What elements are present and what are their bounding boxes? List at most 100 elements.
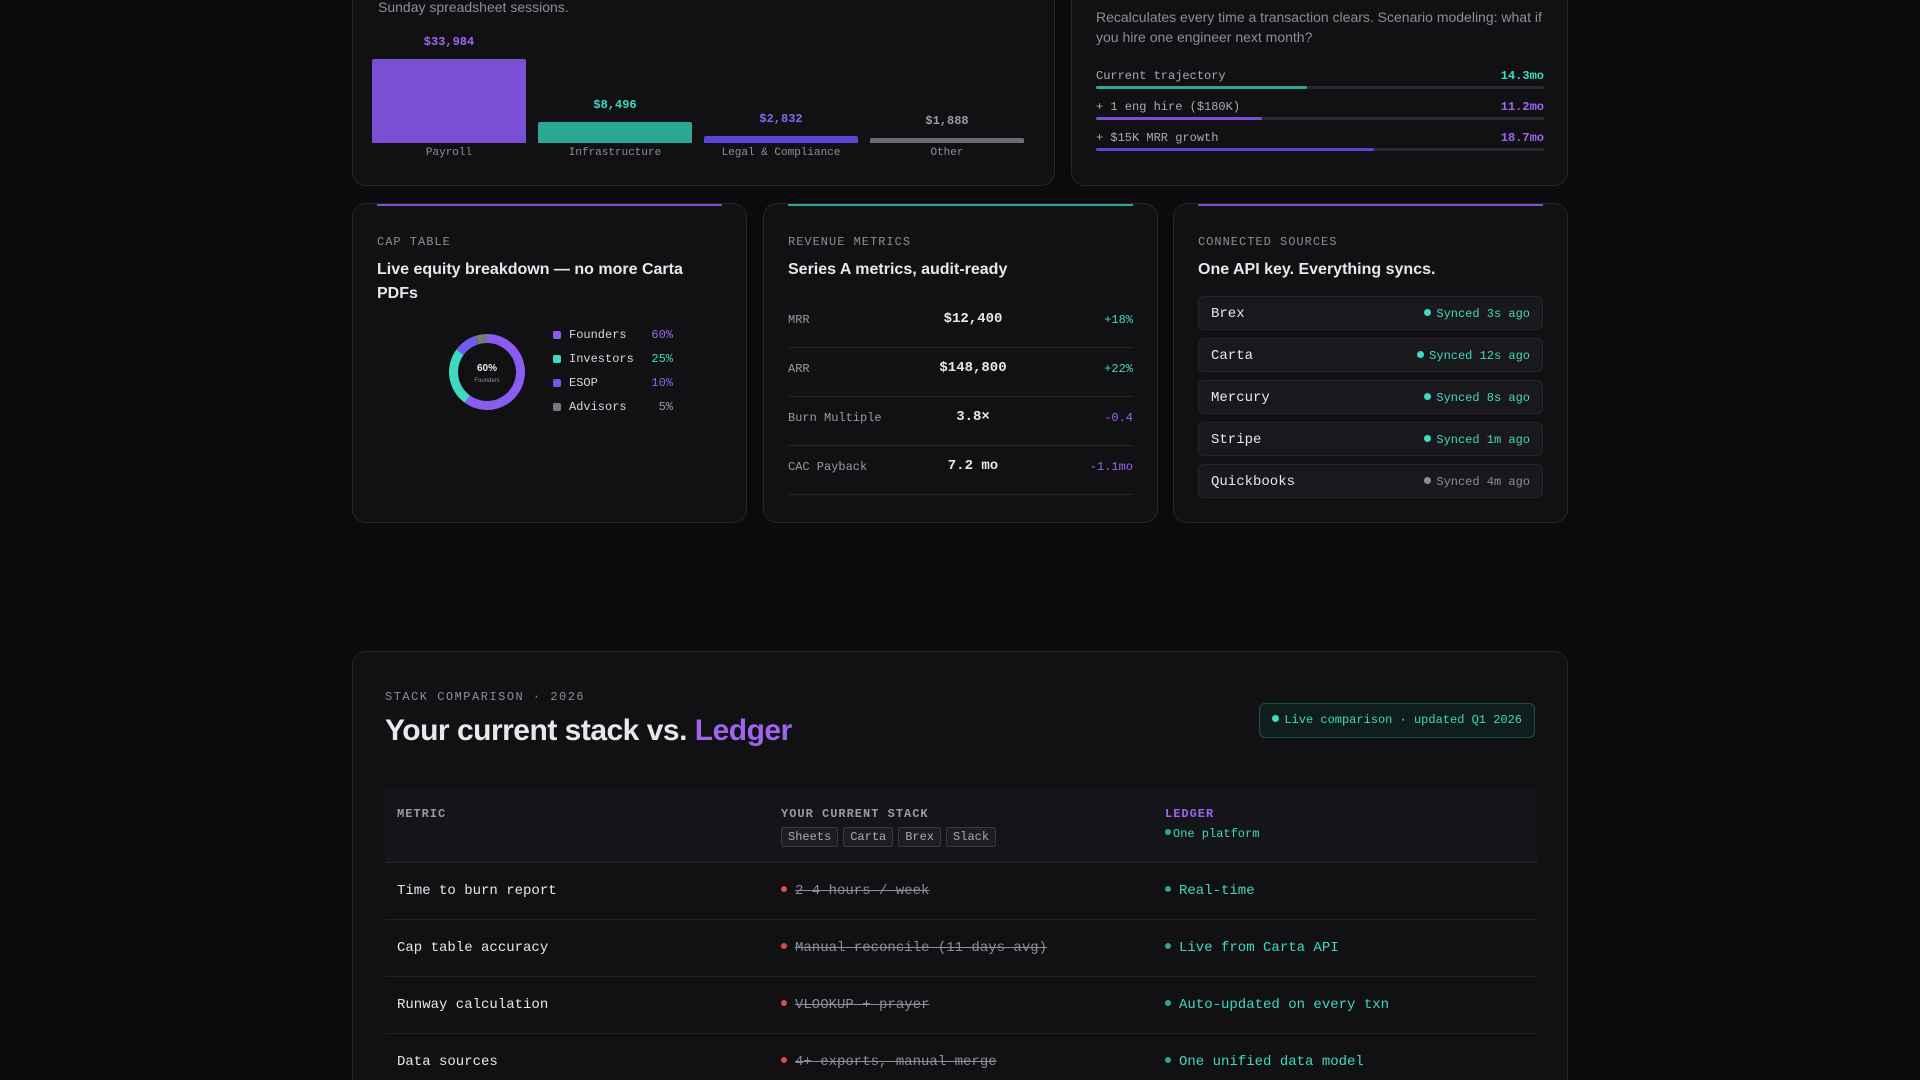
comparison-title: Your current stack vs. Ledger [385, 714, 792, 748]
bar-column: $8,496 [538, 98, 692, 143]
header-current-stack: YOUR CURRENT STACK Sheets Carta Brex Slack [781, 807, 1001, 847]
row-metric: Data sources [397, 1054, 498, 1070]
current-stack-text: VLOOKUP + prayer [795, 997, 930, 1013]
legend-swatch [553, 331, 561, 339]
scenario-progress-fill [1096, 148, 1374, 151]
donut-slice-founders [464, 334, 525, 410]
bar-value-label: $8,496 [593, 98, 637, 112]
row-current-stack: VLOOKUP + prayer [781, 997, 929, 1013]
equity-donut-chart: 60% Founders [449, 334, 525, 410]
sync-dot-icon [1424, 477, 1432, 484]
legend-swatch [553, 355, 561, 363]
bar-column: $33,984 [372, 35, 526, 143]
metric-delta: -1.1mo [1089, 460, 1133, 474]
metric-name: MRR [788, 313, 810, 327]
bar-value-label: $2,832 [759, 112, 803, 126]
red-dot-icon [781, 1000, 787, 1006]
metric-name: CAC Payback [788, 460, 868, 474]
comparison-title-brand: Ledger [694, 714, 793, 747]
runway-scenario-row: + $15K MRR growth 18.7mo [1096, 131, 1544, 151]
scenario-label: Current trajectory [1096, 69, 1226, 83]
legend-name: Advisors [569, 400, 627, 414]
ledger-text: Auto-updated on every txn [1179, 997, 1390, 1013]
source-name: Mercury [1211, 390, 1270, 406]
sync-dot-icon [1424, 435, 1432, 442]
table-header: METRIC YOUR CURRENT STACK Sheets Carta Bre… [385, 789, 1537, 863]
card-accent-line [1198, 204, 1543, 206]
ledger-text: Real-time [1179, 883, 1255, 899]
source-name: Brex [1211, 306, 1245, 322]
sync-status-text: Synced 4m ago [1436, 475, 1530, 489]
stack-comparison-card: STACK COMPARISON · 2026 Your current sta… [352, 651, 1568, 1080]
legend-name: Investors [569, 352, 634, 366]
metric-name: Burn Multiple [788, 411, 882, 425]
stack-chip: Sheets [781, 827, 839, 847]
table-row: Cap table accuracy Manual reconcile (11 d… [385, 920, 1537, 977]
metric-delta: +22% [1104, 362, 1133, 376]
row-current-stack: 4+ exports, manual merge [781, 1054, 997, 1070]
teal-dot-icon [1165, 1057, 1171, 1063]
scenario-progress-track [1096, 117, 1544, 120]
bar-column: $1,888 [870, 114, 1024, 143]
expense-subtitle: Sunday spreadsheet sessions. [378, 0, 569, 15]
runway-subtitle: Recalculates every time a transaction cl… [1096, 9, 1542, 45]
legend-percent: 10% [651, 376, 673, 390]
donut-center-label: Founders [474, 378, 499, 384]
legend-swatch [553, 379, 561, 387]
metric-row: CAC Payback 7.2 mo -1.1mo [788, 446, 1133, 495]
legend-name: Founders [569, 328, 627, 342]
table-row: Data sources 4+ exports, manual merge One … [385, 1034, 1537, 1080]
row-metric: Runway calculation [397, 997, 549, 1013]
teal-dot-icon [1165, 1000, 1171, 1006]
live-comparison-badge: Live comparison · updated Q1 2026 [1259, 703, 1535, 738]
bar-category-label: Legal & Compliance [721, 147, 841, 159]
current-stack-text: Manual reconcile (11 days avg) [795, 940, 1048, 956]
ledger-dot-icon [1165, 829, 1171, 835]
donut-center-value: 60% [477, 363, 497, 374]
source-name: Quickbooks [1211, 474, 1296, 490]
metric-row: MRR $12,400 +18% [788, 299, 1133, 348]
source-item: Quickbooks Synced 4m ago [1198, 464, 1543, 498]
stack-chip: Brex [898, 827, 942, 847]
sync-status-text: Synced 12s ago [1429, 349, 1530, 363]
teal-dot-icon [1165, 943, 1171, 949]
scenario-progress-fill [1096, 86, 1307, 89]
row-ledger: Auto-updated on every txn [1165, 997, 1389, 1013]
current-stack-text: 2–4 hours / week [795, 883, 930, 899]
legend-item: Advisors 5% [553, 400, 673, 416]
header-ledger: LEDGER One platform [1165, 807, 1259, 841]
expense-breakdown-card: Sunday spreadsheet sessions. $33,984 Payr… [352, 0, 1055, 186]
row-metric: Time to burn report [397, 883, 557, 899]
cap-table-eyebrow: CAP TABLE [377, 235, 451, 249]
ledger-text: One unified data model [1179, 1054, 1364, 1070]
row-metric: Cap table accuracy [397, 940, 549, 956]
header-metric: METRIC [397, 807, 447, 821]
legend-item: Investors 25% [553, 352, 673, 368]
bar-column: $2,832 [704, 112, 858, 143]
bar [870, 138, 1024, 143]
runway-card: Recalculates every time a transaction cl… [1071, 0, 1568, 186]
donut-slice-advisors [475, 334, 487, 345]
row-ledger: Live from Carta API [1165, 940, 1339, 956]
sources-eyebrow: CONNECTED SOURCES [1198, 235, 1338, 249]
metric-value: 7.2 mo [947, 458, 999, 474]
sync-dot-icon [1424, 393, 1432, 400]
red-dot-icon [781, 1057, 787, 1063]
current-stack-text: 4+ exports, manual merge [795, 1054, 997, 1070]
card-accent-line [788, 204, 1133, 206]
bar [704, 136, 858, 143]
row-ledger: Real-time [1165, 883, 1255, 899]
comparison-eyebrow: STACK COMPARISON · 2026 [385, 690, 586, 704]
source-sync-status: Synced 3s ago [1424, 307, 1530, 321]
legend-swatch [553, 403, 561, 411]
source-item: Mercury Synced 8s ago [1198, 380, 1543, 414]
bar-value-label: $33,984 [423, 35, 475, 49]
sources-title: One API key. Everything syncs. [1198, 261, 1436, 278]
scenario-value: 11.2mo [1500, 100, 1544, 114]
ledger-sub-label: One platform [1173, 827, 1260, 841]
donut-slice-investors [449, 349, 470, 403]
live-dot-icon [1272, 715, 1280, 722]
scenario-progress-track [1096, 86, 1544, 89]
revenue-title: Series A metrics, audit-ready [788, 261, 1008, 278]
header-ledger-label: LEDGER [1165, 807, 1215, 821]
